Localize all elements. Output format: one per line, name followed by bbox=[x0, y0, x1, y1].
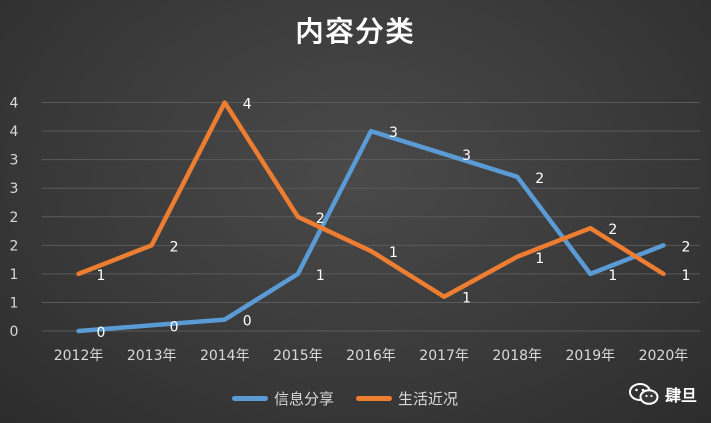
data-label: 1 bbox=[316, 268, 325, 284]
y-tick-label: 2 bbox=[10, 238, 19, 254]
series-lines bbox=[76, 100, 666, 334]
wechat-icon bbox=[628, 383, 659, 405]
gridlines bbox=[42, 102, 700, 332]
data-label: 2 bbox=[608, 222, 617, 238]
data-label: 3 bbox=[389, 125, 398, 141]
series-line-1 bbox=[76, 100, 666, 299]
legend-swatch-life bbox=[356, 396, 393, 401]
data-label: 0 bbox=[97, 325, 106, 341]
x-tick-label: 2020年 bbox=[639, 348, 689, 364]
data-label: 2 bbox=[681, 239, 690, 255]
data-label: 2 bbox=[316, 211, 325, 227]
y-tick-label: 1 bbox=[10, 295, 19, 311]
y-tick-label: 0 bbox=[10, 324, 19, 340]
data-label: 4 bbox=[243, 97, 252, 113]
chart-title: 内容分类 bbox=[295, 15, 416, 48]
data-label: 2 bbox=[535, 171, 544, 187]
legend-label-life: 生活近况 bbox=[398, 390, 459, 408]
legend-label-info: 信息分享 bbox=[274, 390, 335, 408]
x-tick-label: 2013年 bbox=[127, 348, 177, 364]
data-label: 1 bbox=[462, 291, 471, 307]
y-tick-label: 3 bbox=[10, 181, 19, 197]
watermark-text: 肆旦 bbox=[664, 386, 697, 405]
y-axis-ticks: 0 1 1 2 2 3 3 4 4 bbox=[10, 96, 19, 340]
legend: 信息分享 生活近况 bbox=[232, 388, 458, 409]
data-label: 1 bbox=[97, 268, 106, 284]
data-label: 1 bbox=[608, 268, 617, 284]
y-tick-label: 2 bbox=[10, 210, 19, 226]
y-tick-label: 4 bbox=[10, 96, 19, 112]
y-tick-label: 3 bbox=[10, 153, 19, 169]
data-label: 1 bbox=[389, 245, 398, 261]
data-label: 1 bbox=[535, 251, 544, 267]
legend-item-info[interactable]: 信息分享 bbox=[232, 388, 334, 409]
data-label: 0 bbox=[243, 314, 252, 330]
x-tick-label: 2019年 bbox=[566, 348, 616, 364]
y-tick-label: 4 bbox=[10, 124, 19, 140]
x-tick-label: 2016年 bbox=[346, 348, 396, 364]
legend-swatch-info bbox=[232, 396, 268, 401]
legend-item-life[interactable]: 生活近况 bbox=[356, 388, 458, 409]
data-label: 0 bbox=[170, 319, 179, 335]
data-label: 3 bbox=[462, 148, 471, 164]
data-label: 1 bbox=[681, 268, 690, 284]
x-tick-label: 2012年 bbox=[54, 348, 104, 364]
data-label: 2 bbox=[170, 239, 179, 255]
x-tick-label: 2014年 bbox=[200, 348, 250, 364]
x-tick-label: 2017年 bbox=[419, 348, 469, 364]
x-axis-ticks: 2012年 2013年 2014年 2015年 2016年 2017年 2018年 2019年… bbox=[54, 348, 689, 364]
data-labels: 0 0 0 1 3 3 2 1 2 1 2 4 2 1 1 1 2 1 bbox=[97, 97, 691, 341]
series-line-0 bbox=[76, 128, 666, 334]
x-tick-label: 2015年 bbox=[273, 348, 323, 364]
watermark: 肆旦 bbox=[628, 382, 697, 406]
x-tick-label: 2018年 bbox=[492, 348, 542, 364]
y-tick-label: 1 bbox=[10, 267, 19, 283]
